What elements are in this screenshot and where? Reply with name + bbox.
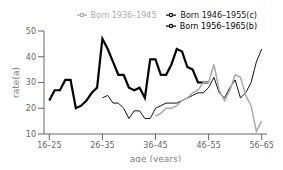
html-text:Born 1936–1945: Born 1936–1945: [90, 10, 157, 20]
svg-text:50: 50: [26, 27, 36, 36]
svg-text:46–55: 46–55: [196, 141, 220, 150]
svg-text:age (years): age (years): [130, 154, 181, 162]
svg-text:16–25: 16–25: [37, 141, 61, 150]
svg-text:30: 30: [26, 78, 36, 87]
svg-text:56–65: 56–65: [250, 141, 274, 150]
svg-text:40: 40: [26, 53, 36, 62]
html-text:Born 1946–1955(c): Born 1946–1955(c): [180, 10, 257, 20]
svg-text:26–35: 26–35: [90, 141, 114, 150]
svg-text:36–45: 36–45: [143, 141, 167, 150]
svg-text:20: 20: [26, 104, 36, 113]
html-text:Born 1956–1965(b): Born 1956–1965(b): [179, 21, 257, 30]
svg-text:10: 10: [26, 130, 36, 139]
svg-text:rate(a): rate(a): [11, 67, 21, 98]
